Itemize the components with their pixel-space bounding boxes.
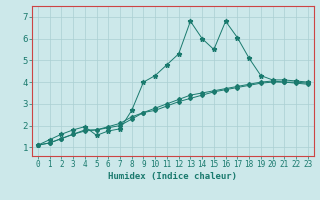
X-axis label: Humidex (Indice chaleur): Humidex (Indice chaleur) <box>108 172 237 181</box>
